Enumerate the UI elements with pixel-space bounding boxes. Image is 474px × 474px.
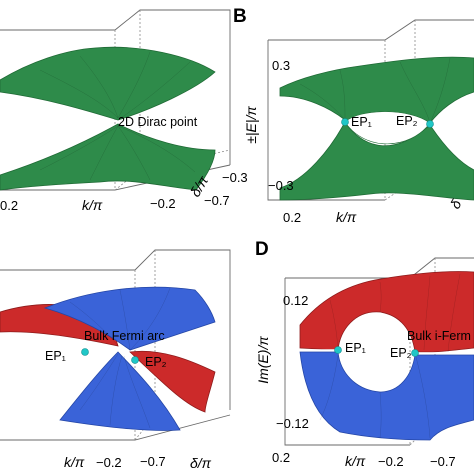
panel-d-z-tick-top: 0.12 — [283, 293, 308, 308]
panel-a: 2D Dirac point 0.2 k/π −0.2 −0.3 −0.7 δ/… — [0, 9, 248, 213]
panel-d-ep1-point — [334, 346, 342, 354]
panel-d-delta-tick: −0.7 — [430, 454, 456, 469]
panel-d-ep1-label: EP₁ — [345, 341, 366, 355]
panel-c-ep1-point — [81, 348, 89, 356]
panel-d-blue-surface — [299, 351, 474, 441]
panel-a-k-label: k/π — [82, 197, 103, 213]
panel-c: Bulk Fermi arc EP₁ EP₂ k/π −0.2 −0.7 δ/π — [0, 249, 231, 471]
panel-c-annotation: Bulk Fermi arc — [84, 329, 165, 343]
panel-c-k-label: k/π — [64, 454, 85, 470]
panel-a-delta-tick-1: −0.3 — [222, 170, 248, 185]
panel-d-k-label: k/π — [345, 453, 366, 469]
panel-b-ep2-point — [426, 120, 434, 128]
panel-c-k-tick: −0.2 — [96, 455, 122, 470]
panel-d-letter: D — [255, 239, 269, 260]
panel-c-blue-upper — [43, 286, 216, 351]
panel-c-blue-lower — [59, 351, 181, 431]
panel-d-ep2-label: EP₂ — [390, 346, 412, 360]
panel-d-annotation: Bulk i-Ferm — [407, 329, 471, 343]
panel-c-ep2-label: EP₂ — [145, 355, 167, 369]
panel-c-red-lower — [129, 350, 216, 413]
panel-a-lower-surface — [0, 123, 216, 191]
panel-c-delta-label: δ/π — [190, 455, 212, 471]
panel-c-ep1-label: EP₁ — [45, 349, 66, 363]
panel-b-letter: B — [233, 6, 247, 27]
panel-b-z-tick-top: 0.3 — [272, 58, 290, 73]
panel-d-red-surface — [299, 271, 474, 353]
panel-b-lower-surface — [279, 121, 474, 201]
panel-a-k-tick: 0.2 — [0, 198, 18, 213]
panel-b-z-tick-bottom: −0.3 — [268, 178, 294, 193]
panel-a-upper-surface — [0, 46, 216, 121]
panel-a-k-tick-right: −0.2 — [150, 196, 176, 211]
panel-b-ep1-point — [341, 118, 349, 126]
panel-b-k-tick: 0.2 — [283, 210, 301, 225]
panel-d-k-tick-right: 0.2 — [272, 450, 290, 465]
panel-b-k-label: k/π — [336, 209, 357, 225]
panel-c-ep2-point — [131, 356, 139, 364]
panel-d-z-label: Im(E)/π — [255, 336, 271, 384]
panel-b-z-label: ±|E|/π — [243, 106, 259, 144]
panel-c-delta-tick: −0.7 — [140, 454, 166, 469]
panel-d-ep2-point — [411, 349, 419, 357]
panel-b-ep2-label: EP₂ — [396, 114, 418, 128]
panel-d-z-tick-bottom: −0.12 — [276, 416, 309, 431]
panel-d-k-tick-left: −0.2 — [378, 454, 404, 469]
panel-b-ep1-label: EP₁ — [351, 115, 372, 129]
panel-a-annotation: 2D Dirac point — [118, 115, 198, 129]
panel-b: B EP₁ EP₂ ±|E|/π 0.3 −0.3 0.2 k/π δ — [233, 6, 474, 225]
panel-d: D EP₁ EP₂ Bulk i-Ferm Im(E)/π 0.12 −0.12… — [255, 239, 474, 469]
panel-a-delta-tick-2: −0.7 — [204, 193, 230, 208]
